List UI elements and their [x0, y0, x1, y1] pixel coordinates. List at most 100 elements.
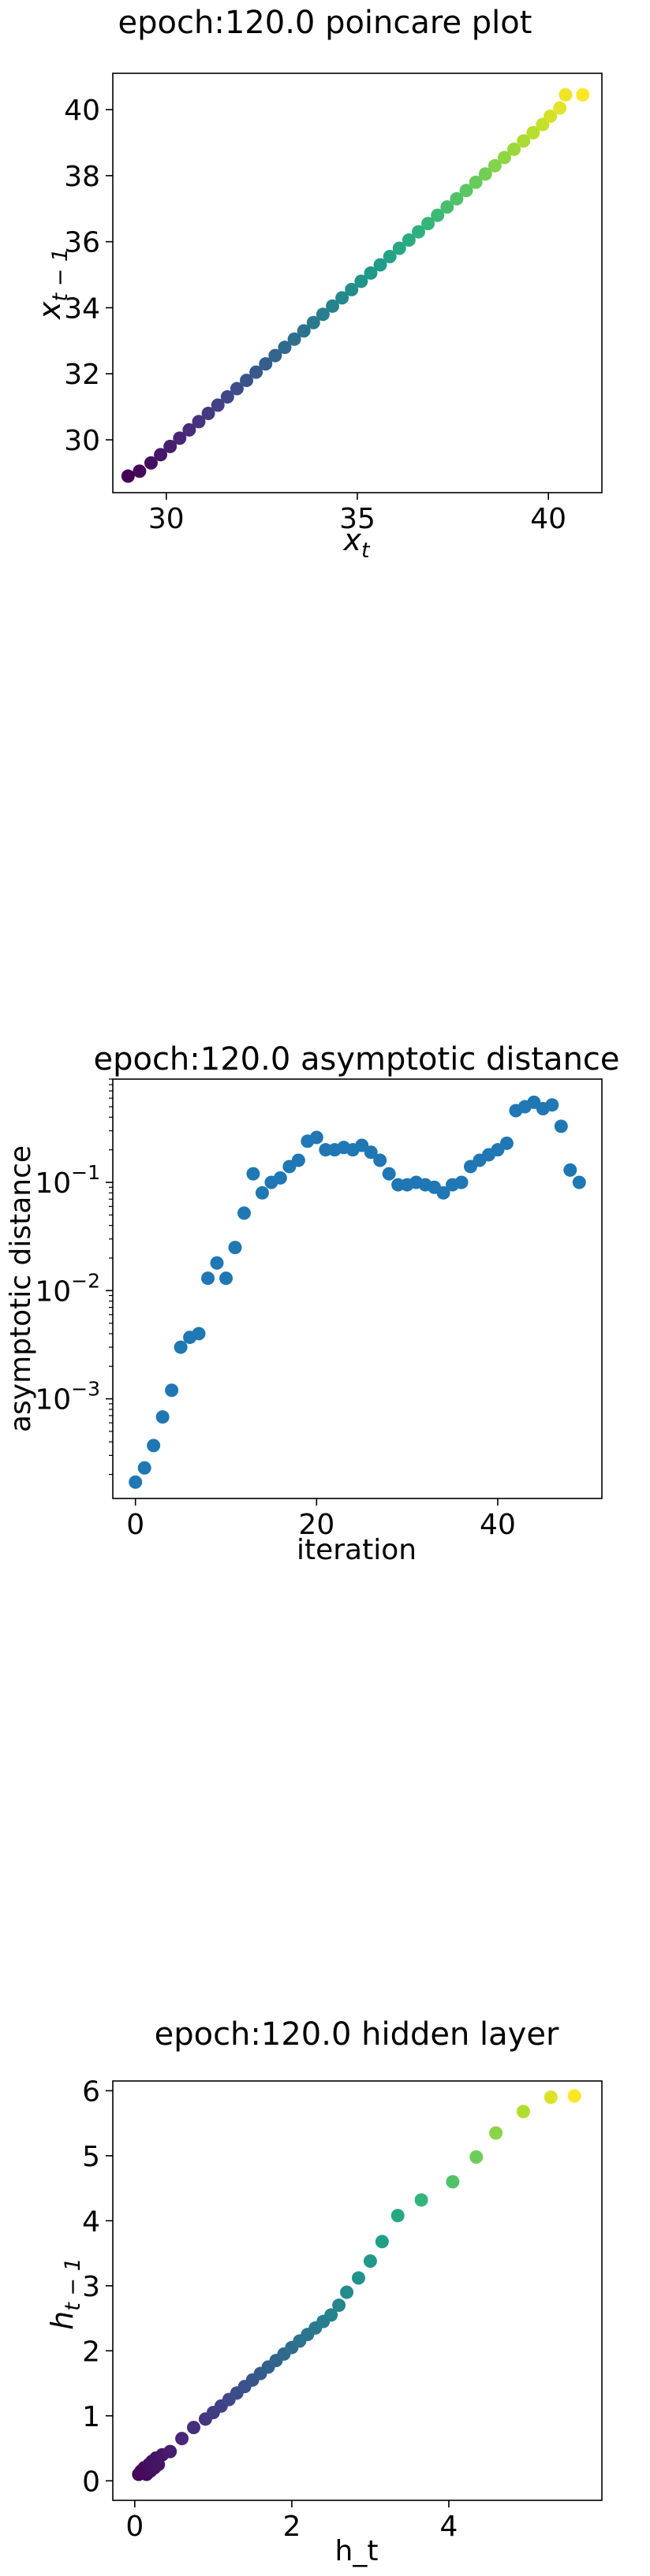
data-point — [572, 1175, 586, 1189]
y-tick-label: 40 — [64, 95, 100, 127]
hidden-title: epoch:120.0 hidden layer — [155, 2016, 559, 2053]
data-point — [246, 1167, 260, 1181]
data-point — [375, 2235, 389, 2249]
x-tick-label: 0 — [126, 1509, 144, 1541]
y-tick-label: 5 — [82, 2141, 100, 2173]
x-tick-label: 20 — [298, 1509, 334, 1541]
y-tick-label: 6 — [82, 2075, 100, 2108]
asymptotic-axes-frame — [112, 1078, 603, 1499]
data-point — [563, 1163, 577, 1177]
data-point — [228, 1241, 242, 1255]
asymptotic-chart: epoch:120.0 asymptotic distance 0 20 40 10−… — [5, 1041, 620, 1566]
y-tick-label: 38 — [64, 161, 100, 193]
data-point — [121, 469, 135, 483]
data-point — [554, 1119, 568, 1134]
data-point — [133, 464, 147, 478]
data-point — [402, 233, 416, 248]
asymptotic-title: epoch:120.0 asymptotic distance — [93, 1041, 619, 1078]
data-point — [454, 1175, 469, 1189]
poincare-ylabel: xt − 1 — [32, 248, 73, 320]
data-point — [155, 1410, 170, 1424]
data-point — [421, 217, 435, 231]
asymptotic-ticks: 0 20 40 10−3 10−2 10−1 — [35, 1078, 516, 1541]
data-point — [291, 1153, 305, 1167]
data-point — [259, 357, 273, 371]
data-point — [516, 2105, 530, 2119]
data-point — [326, 299, 340, 313]
data-point — [545, 1098, 559, 1112]
data-point — [373, 1153, 387, 1167]
data-point — [268, 348, 282, 363]
y-tick-label: 30 — [64, 425, 100, 457]
data-point — [306, 315, 320, 329]
data-point — [436, 1186, 450, 1200]
data-point — [309, 1130, 323, 1145]
data-point — [517, 134, 531, 148]
data-point — [446, 2175, 460, 2189]
data-point — [499, 1136, 514, 1150]
data-point — [173, 431, 187, 445]
data-point — [335, 291, 349, 305]
y-tick-label: 10−2 — [35, 1269, 100, 1308]
data-point — [412, 225, 425, 239]
data-point — [392, 241, 406, 255]
data-point — [469, 175, 483, 189]
data-point — [478, 167, 492, 181]
data-point — [201, 406, 215, 420]
y-tick-label: 1 — [82, 2401, 100, 2433]
data-point — [278, 341, 292, 355]
data-point — [287, 332, 301, 346]
poincare-points — [121, 87, 590, 483]
data-point — [345, 282, 359, 296]
data-point — [363, 2254, 377, 2268]
data-point — [488, 158, 502, 173]
x-tick-label: 2 — [282, 2511, 301, 2543]
data-point — [137, 1461, 151, 1475]
data-point — [297, 324, 311, 338]
data-point — [332, 2299, 346, 2313]
data-point — [414, 2193, 428, 2207]
asymptotic-points — [129, 1095, 586, 1489]
data-point — [351, 2271, 365, 2285]
data-point — [497, 151, 511, 165]
data-point — [187, 2421, 201, 2435]
data-point — [576, 87, 590, 102]
data-point — [163, 439, 177, 453]
hidden-xlabel: h_t — [335, 2535, 379, 2567]
data-point — [567, 2089, 581, 2103]
poincare-ticks: 30 35 40 30 32 34 36 38 40 — [64, 95, 566, 535]
data-point — [544, 2090, 558, 2105]
data-point — [544, 109, 558, 123]
data-point — [220, 390, 234, 404]
y-tick-label: 4 — [82, 2206, 100, 2238]
data-point — [450, 192, 464, 206]
y-tick-label: 34 — [64, 292, 100, 325]
data-point — [192, 415, 206, 429]
data-point — [373, 258, 387, 272]
data-point — [219, 1271, 233, 1286]
y-tick-label: 3 — [82, 2271, 100, 2303]
y-tick-label: 36 — [64, 227, 100, 259]
asymptotic-xlabel: iteration — [297, 1534, 417, 1566]
data-point — [255, 1186, 269, 1200]
data-point — [175, 2432, 189, 2446]
data-point — [147, 1439, 161, 1453]
data-point — [390, 2209, 405, 2223]
asymptotic-ylabel: asymptotic distance — [5, 1145, 37, 1432]
data-point — [431, 208, 445, 222]
data-point — [354, 274, 368, 288]
data-point — [324, 2308, 338, 2322]
data-point — [459, 184, 473, 198]
y-tick-label: 10−3 — [35, 1378, 100, 1416]
data-point — [273, 1171, 287, 1185]
data-point — [316, 307, 330, 322]
data-point — [355, 1138, 369, 1152]
y-tick-label: 10−1 — [35, 1161, 100, 1200]
data-point — [553, 101, 567, 115]
y-tick-label: 32 — [64, 359, 100, 391]
hidden-points — [132, 2089, 581, 2481]
data-point — [469, 2150, 484, 2165]
data-point — [210, 1256, 224, 1270]
